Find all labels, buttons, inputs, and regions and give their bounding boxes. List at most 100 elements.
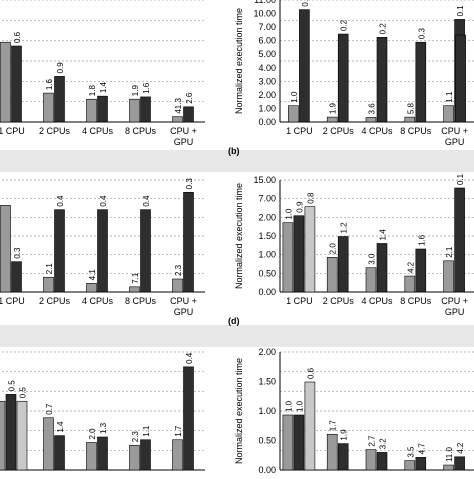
y-tick-label: 1.50 <box>258 231 276 241</box>
bar <box>43 417 54 471</box>
x-tick-label: CPU + <box>441 296 468 306</box>
data-label: 5.8 <box>406 102 415 114</box>
bar <box>415 248 427 293</box>
y-axis-label: Normalized execution time <box>234 358 244 464</box>
y-tick-label: 5.00 <box>258 49 276 59</box>
bar <box>293 414 305 471</box>
data-label: 2.1 <box>445 246 454 258</box>
bar <box>97 209 108 293</box>
bar <box>97 95 108 123</box>
y-tick-label: 2.00 <box>258 90 276 100</box>
bar <box>404 460 416 471</box>
data-label: 4.7 <box>417 443 426 455</box>
data-label: 0.2 <box>340 19 349 31</box>
bar <box>376 37 388 123</box>
bar <box>443 105 454 123</box>
data-label: 0.6 <box>306 367 315 379</box>
data-label: 1.6 <box>45 78 54 90</box>
y-tick-label: 6.00 <box>258 36 276 46</box>
data-label: 4.2 <box>456 442 465 454</box>
y-tick-label: 2.00 <box>258 212 276 222</box>
bar <box>304 381 316 471</box>
data-label: 1.0 <box>290 91 299 103</box>
bar <box>304 206 316 293</box>
data-label: 2.7 <box>368 435 377 447</box>
bar <box>365 267 377 293</box>
data-label: 1.1 <box>445 91 454 103</box>
data-label: 1.9 <box>131 85 140 97</box>
bar <box>86 283 97 293</box>
bar <box>97 436 108 471</box>
bar <box>326 433 338 471</box>
x-tick-label: 1 CPU <box>286 126 313 136</box>
x-tick-label: 8 CPUs <box>400 126 432 136</box>
y-tick-label: 2.00 <box>258 347 276 357</box>
y-tick-label: 10.00 <box>253 9 276 19</box>
bar <box>282 414 294 471</box>
bar-extended <box>455 34 466 123</box>
data-label: 1.4 <box>56 421 65 433</box>
panel-label-b: (b) <box>228 146 240 156</box>
bar <box>172 439 183 471</box>
y-tick-label: 7.00 <box>258 22 276 32</box>
y-axis-label: Normalized execution time <box>234 183 244 289</box>
data-label: 0.3 <box>185 178 194 190</box>
y-tick-label: 0.00 <box>258 287 276 297</box>
bar <box>0 205 11 293</box>
data-label: 1.0 <box>284 400 293 412</box>
data-label: 0.9 <box>56 62 65 74</box>
data-label: 1.8 <box>88 85 97 97</box>
bar <box>443 464 454 471</box>
data-label: 0.3 <box>13 247 22 259</box>
x-tick-label: 1 CPU <box>0 296 25 306</box>
bar <box>0 41 11 123</box>
bar <box>365 117 377 123</box>
bar <box>404 275 416 293</box>
bar <box>404 116 416 123</box>
bar <box>129 98 140 123</box>
x-tick-label: 2 CPUs <box>323 296 355 306</box>
data-label: 0.5 <box>19 387 28 399</box>
data-label: 1.7 <box>329 420 338 432</box>
x-tick-label: CPU + <box>170 126 197 136</box>
bar <box>299 9 310 123</box>
x-tick-label: GPU <box>445 307 465 317</box>
data-label: 1.6 <box>417 234 426 246</box>
y-tick-label: 15.00 <box>253 175 276 185</box>
data-label: 3.0 <box>368 253 377 265</box>
data-label: 4.2 <box>406 261 415 273</box>
data-label: 1.9 <box>329 102 338 114</box>
data-label: 1.7 <box>174 425 183 437</box>
data-label: 0.3 <box>417 28 426 40</box>
data-label: 1.9 <box>340 429 349 441</box>
x-tick-label: 1 CPU <box>286 296 313 306</box>
bar <box>172 116 183 123</box>
bar <box>376 243 388 293</box>
y-tick-label: 1.00 <box>258 406 276 416</box>
row-band-1 <box>0 150 474 172</box>
data-label: 2.0 <box>329 243 338 255</box>
bar <box>140 96 151 123</box>
data-label: 41.3 <box>174 98 183 114</box>
bar <box>54 209 65 293</box>
data-label: 0.9 <box>295 201 304 213</box>
y-tick-label: 1.50 <box>258 377 276 387</box>
bar <box>415 457 427 471</box>
chart-panel-2: 0.00 1.00 2.00 3.00 4.00 5.00 6.00 7.00 10.00 11.… <box>234 0 474 147</box>
data-label: 0.4 <box>56 195 65 207</box>
data-label: 1.4 <box>379 229 388 241</box>
chart-panel-6: 0.00 0.50 1.00 1.50 2.00 Normalized execution… <box>234 347 474 475</box>
data-label: 3.2 <box>379 438 388 450</box>
data-label: 4.1 <box>88 269 97 281</box>
data-label: 2.3 <box>174 264 183 276</box>
y-tick-label: 0.00 <box>258 117 276 127</box>
x-tick-label: 4 CPUs <box>82 126 114 136</box>
data-label: 0.4 <box>99 195 108 207</box>
data-label: 11.0 <box>445 447 454 463</box>
bar <box>365 449 377 471</box>
bar <box>11 45 22 123</box>
data-label: 0.8 <box>306 192 315 204</box>
data-label: 0.2 <box>379 23 388 35</box>
